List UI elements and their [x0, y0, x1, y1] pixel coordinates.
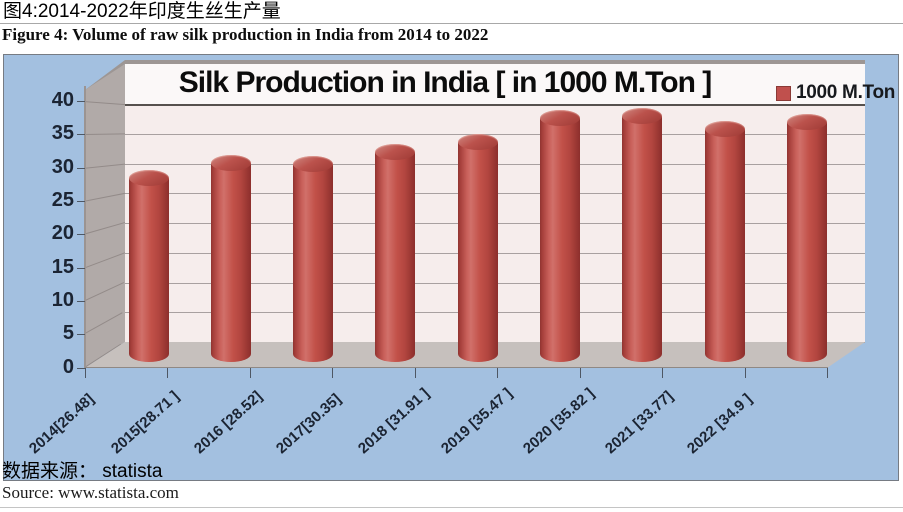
bar-top-ellipse	[210, 155, 251, 172]
bar-body	[128, 177, 169, 362]
x-tick-mark	[579, 368, 581, 378]
chart-canvas: Silk Production in India [ in 1000 M.Ton…	[3, 54, 899, 481]
y-tick-label: 30	[51, 155, 74, 178]
legend-swatch-icon	[776, 85, 791, 101]
bar-body	[540, 118, 580, 362]
bar-top-ellipse	[622, 107, 663, 124]
bar-body	[375, 152, 416, 362]
source-cn: 数据来源： statista	[2, 461, 163, 482]
x-category-label: 2021 [33.77]	[602, 387, 677, 458]
x-tick-mark	[497, 368, 499, 378]
x-tick-mark	[744, 368, 746, 378]
box-roof-edge	[125, 60, 865, 64]
bar-body	[210, 163, 251, 362]
chart-title: Silk Production in India [ in 1000 M.Ton…	[178, 66, 712, 99]
bar-top-ellipse	[128, 169, 169, 186]
figure-title-en: Figure 4: Volume of raw silk production …	[2, 25, 489, 44]
wall-depth-line	[85, 251, 125, 269]
wall-depth-line	[85, 162, 125, 169]
wall-depth-line	[85, 101, 125, 106]
x-category-label: 2015[28.71 ]	[108, 387, 183, 458]
wall-left	[85, 64, 125, 368]
x-tick-mark	[414, 368, 416, 378]
x-tick-mark	[662, 368, 664, 378]
y-tick-label: 40	[51, 89, 74, 111]
x-category-label: 2022 [34.9 ]	[684, 390, 756, 458]
top-divider	[0, 23, 903, 24]
bar-body	[622, 115, 663, 362]
y-tick-label: 25	[51, 189, 74, 212]
x-tick-mark	[826, 368, 828, 378]
bar-top-ellipse	[540, 110, 580, 127]
wall-front-edge	[84, 86, 86, 368]
wall-depth-line	[85, 133, 125, 136]
bar-top-ellipse	[375, 144, 416, 161]
y-tick-label: 15	[51, 255, 74, 278]
y-tick-mark	[77, 267, 85, 269]
bottom-divider	[0, 507, 903, 508]
legend-label: 1000 M.Ton	[796, 82, 896, 103]
x-tick-mark	[332, 368, 334, 378]
x-tick-mark	[85, 368, 86, 378]
x-tick-mark	[249, 368, 251, 378]
y-tick-label: 35	[51, 122, 74, 145]
y-tick-label: 10	[51, 289, 74, 312]
wall-depth-line	[85, 222, 125, 236]
y-tick-mark	[77, 201, 85, 203]
wall-depth-line	[85, 282, 125, 303]
bar-body	[457, 141, 498, 362]
y-tick-mark	[77, 101, 85, 102]
x-category-label: 2016 [28.52]	[190, 387, 266, 458]
bar-body	[704, 129, 745, 362]
x-category-label: 2014[26.48]	[25, 390, 98, 458]
x-axis-line	[85, 367, 828, 368]
y-tick-mark	[77, 301, 85, 303]
y-tick-mark	[77, 234, 85, 236]
y-tick-mark	[77, 367, 85, 369]
bar-top-ellipse	[704, 121, 745, 138]
x-category-label: 2019 [35.47 ]	[437, 384, 516, 458]
bar-body	[293, 164, 334, 362]
y-tick-mark	[77, 334, 85, 336]
y-tick-label: 0	[62, 355, 74, 378]
y-tick-mark	[77, 134, 85, 136]
title-band	[125, 64, 865, 106]
gridline	[125, 133, 865, 135]
y-tick-label: 5	[62, 322, 74, 345]
bar-top-ellipse	[457, 133, 498, 150]
legend: 1000 M.Ton	[776, 82, 895, 104]
y-tick-mark	[77, 167, 85, 169]
figure-title-cn: 图4:2014-2022年印度生丝生产量	[3, 1, 281, 22]
x-tick-mark	[167, 368, 169, 378]
source-en: Source: www.statista.com	[2, 483, 179, 502]
y-tick-label: 20	[51, 222, 74, 245]
x-category-label: 2018 [31.91 ]	[355, 384, 433, 458]
bar-body	[786, 121, 827, 362]
bar-top-ellipse	[293, 156, 334, 173]
x-category-label: 2017[30.35]	[272, 390, 345, 458]
bar-top-ellipse	[786, 113, 827, 130]
wall-depth-line	[85, 312, 123, 336]
wall-depth-line	[85, 192, 125, 203]
x-category-label: 2020 [35.82 ]	[519, 384, 598, 458]
